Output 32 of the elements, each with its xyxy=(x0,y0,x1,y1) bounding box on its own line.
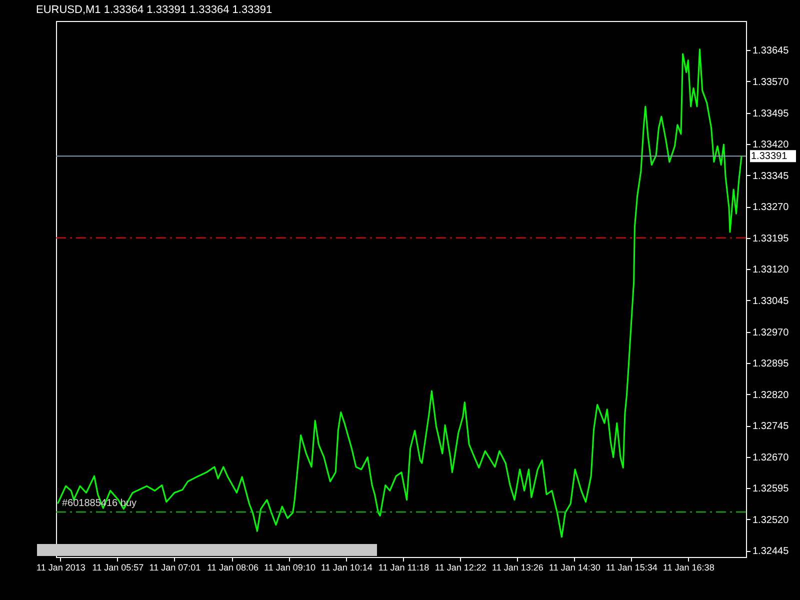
y-tick-label: 1.32895 xyxy=(752,358,790,370)
ref-line-label: 1.33391 xyxy=(751,151,788,162)
x-tick-label: 11 Jan 16:38 xyxy=(662,562,714,572)
y-tick-label: 1.32595 xyxy=(752,484,790,495)
x-tick-label: 11 Jan 11:18 xyxy=(378,562,430,572)
y-tick-label: 1.32670 xyxy=(752,452,790,464)
x-tick-label: 11 Jan 14:30 xyxy=(548,562,600,572)
y-tick-label: 1.33045 xyxy=(752,296,790,307)
chart-title: EURUSD,M1 1.33364 1.33391 1.33364 1.33391 xyxy=(36,4,272,16)
y-tick-label: 1.32745 xyxy=(752,421,790,432)
x-tick-label: 11 Jan 12:22 xyxy=(435,562,486,572)
line-series xyxy=(57,48,742,538)
y-tick-label: 1.32820 xyxy=(752,390,790,401)
x-tick-label: 11 Jan 05:57 xyxy=(92,562,144,572)
x-tick-label: 11 Jan 15:34 xyxy=(606,562,658,572)
x-tick-label: 11 Jan 09:10 xyxy=(264,562,316,572)
y-tick-label: 1.33195 xyxy=(752,233,790,244)
y-tick-label: 1.33120 xyxy=(752,264,790,276)
x-tick-label: 11 Jan 08:06 xyxy=(207,562,258,572)
y-tick-label: 1.33495 xyxy=(752,108,790,120)
y-tick-label: 1.33420 xyxy=(752,140,790,151)
y-tick-label: 1.32970 xyxy=(752,327,790,338)
y-tick-label: 1.33270 xyxy=(752,202,790,214)
x-tick-label: 11 Jan 07:01 xyxy=(149,562,201,572)
y-tick-label: 1.33570 xyxy=(752,76,790,88)
x-tick-label: 11 Jan 2013 xyxy=(36,562,86,572)
y-tick-label: 1.33645 xyxy=(752,46,790,57)
y-tick-label: 1.32520 xyxy=(752,514,790,526)
x-tick-label: 11 Jan 13:26 xyxy=(492,562,544,572)
y-tick-label: 1.32445 xyxy=(752,546,790,558)
y-tick-label: 1.33345 xyxy=(752,170,790,182)
x-tick-label: 11 Jan 10:14 xyxy=(321,562,372,572)
